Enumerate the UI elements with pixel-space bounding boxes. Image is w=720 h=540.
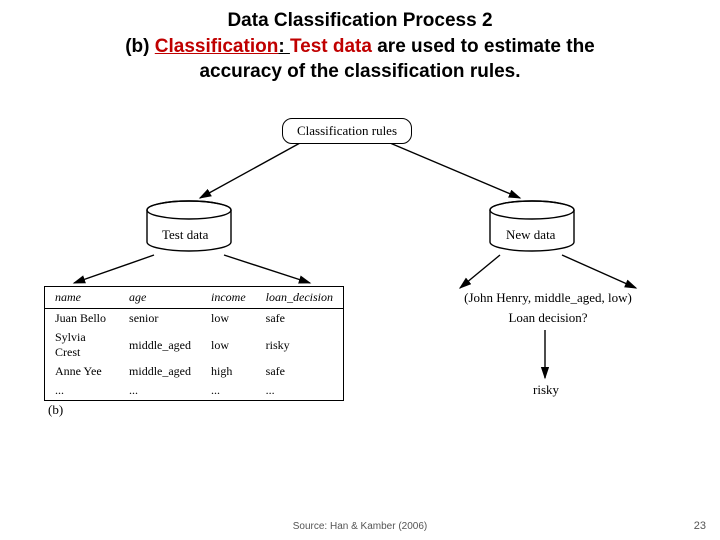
classification-rules-node: Classification rules	[282, 118, 412, 144]
test-data-cylinder	[145, 200, 233, 252]
table-header: income	[201, 287, 256, 309]
table-cell: ...	[256, 381, 343, 400]
table-header: loan_decision	[256, 287, 343, 309]
diagram-area: Classification rules Test data New data …	[0, 110, 720, 490]
table-cell: safe	[256, 309, 343, 329]
table-row: Anne Yeemiddle_agedhighsafe	[45, 362, 343, 381]
table-header: age	[119, 287, 201, 309]
result-text: risky	[516, 382, 576, 398]
table-header: name	[45, 287, 119, 309]
table-cell: low	[201, 328, 256, 362]
new-data-label: New data	[506, 227, 555, 243]
new-data-cylinder	[488, 200, 576, 252]
test-data-label: Test data	[162, 227, 208, 243]
table-cell: low	[201, 309, 256, 329]
table-row: Juan Belloseniorlowsafe	[45, 309, 343, 329]
title-line2: (b) Classification: Test data are used t…	[40, 34, 680, 60]
test-data-table: nameageincomeloan_decision Juan Bellosen…	[44, 286, 344, 401]
table-cell: senior	[119, 309, 201, 329]
table-cell: middle_aged	[119, 328, 201, 362]
table-row: Sylvia Crestmiddle_agedlowrisky	[45, 328, 343, 362]
table-cell: risky	[256, 328, 343, 362]
table-row: ............	[45, 381, 343, 400]
figure-label: (b)	[48, 402, 63, 418]
page-number: 23	[694, 520, 706, 532]
new-tuple-text: (John Henry, middle_aged, low)	[448, 290, 648, 306]
table-cell: ...	[119, 381, 201, 400]
title-line3: accuracy of the classification rules.	[40, 59, 680, 85]
title-line1: Data Classification Process 2	[40, 8, 680, 34]
table-cell: ...	[45, 381, 119, 400]
table-cell: Anne Yee	[45, 362, 119, 381]
source-citation: Source: Han & Kamber (2006)	[0, 521, 720, 532]
table-cell: ...	[201, 381, 256, 400]
table-cell: high	[201, 362, 256, 381]
table-cell: safe	[256, 362, 343, 381]
table-cell: Juan Bello	[45, 309, 119, 329]
loan-decision-question: Loan decision?	[488, 310, 608, 326]
table-cell: middle_aged	[119, 362, 201, 381]
table-cell: Sylvia Crest	[45, 328, 119, 362]
slide-title: Data Classification Process 2 (b) Classi…	[0, 0, 720, 85]
